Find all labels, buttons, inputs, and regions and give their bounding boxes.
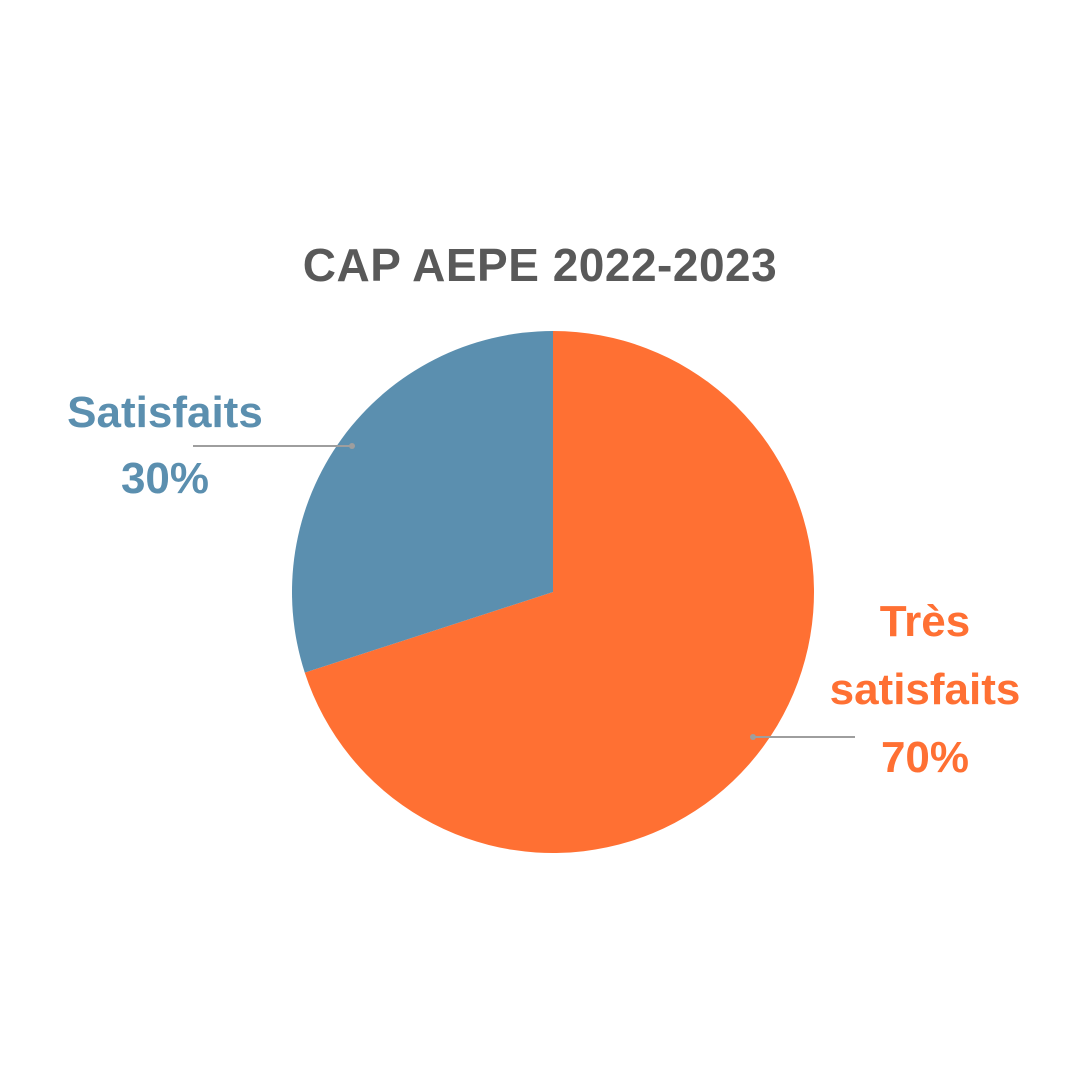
slice-label-satisfaits: Satisfaits 30% — [40, 380, 290, 512]
pie-slice-satisfaits — [292, 331, 553, 673]
slice-label-value: 70% — [880, 733, 970, 782]
pie-slice-tres-satisfaits — [304, 331, 814, 853]
slice-label-tres-satisfaits: Très satisfaits 70% — [790, 588, 1060, 792]
slice-label-value: 30% — [120, 454, 210, 503]
chart-title: CAP AEPE 2022-2023 — [302, 239, 778, 291]
satisfaits-leader-dot — [349, 443, 355, 449]
slice-label-name-line-2: satisfaits — [829, 665, 1021, 714]
slice-label-name-line-1: Très — [879, 597, 971, 646]
slice-label-name: Satisfaits — [67, 388, 263, 437]
tres-satisfaits-leader-dot — [750, 734, 756, 740]
